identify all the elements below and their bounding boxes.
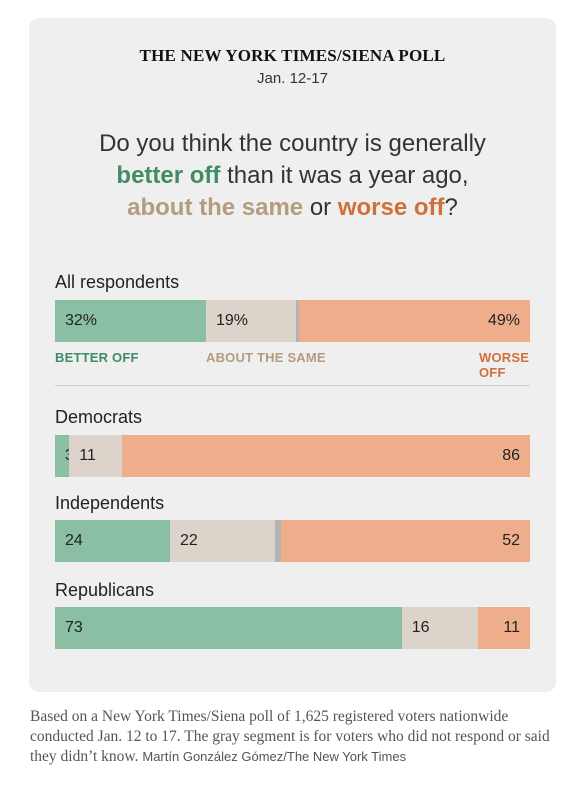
poll-masthead: THE NEW YORK TIMES/SIENA POLL [139, 46, 446, 65]
segment-better-off [55, 520, 171, 562]
question-line-2-rest: than it was a year ago, [220, 162, 469, 189]
segment-better-off [55, 300, 206, 342]
group-label-republicans: Republicans [55, 580, 155, 600]
question-line-3: about the same or worse off? [29, 192, 556, 224]
segment-about-same [401, 607, 478, 649]
value-label-about-same: 22 [180, 532, 198, 549]
value-label-better-off: 32% [65, 312, 98, 329]
segment-better-off [55, 435, 70, 477]
segment-no-answer [295, 300, 299, 342]
bar-independents: 24 22 52 [55, 520, 530, 562]
segment-worse-off [280, 520, 530, 562]
legend-better-off: BETTER OFF [55, 350, 139, 365]
about-same-phrase: about the same [127, 194, 304, 221]
bar-republicans: 73 16 11 [55, 607, 530, 649]
divider [55, 385, 530, 386]
group-label-all-respondents: All respondents [55, 272, 180, 292]
segment-about-same [205, 300, 296, 342]
value-label-worse-off: 86 [502, 447, 520, 464]
poll-dates: Jan. 12-17 [257, 70, 328, 87]
bar-democrats: 31186 [55, 435, 530, 477]
poll-question: Do you think the country is generally be… [29, 128, 556, 224]
value-label-better-off: 73 [65, 619, 83, 636]
photo-credit: Martín González Gómez/The New York Times [142, 749, 407, 764]
segment-worse-off [121, 435, 530, 477]
value-label-better-off: 24 [65, 532, 83, 549]
legend-worse-off: WORSE OFF [479, 350, 530, 380]
value-label-worse-off: 49% [487, 312, 520, 329]
segment-worse-off [298, 300, 530, 342]
value-label-about-same: 16 [411, 619, 430, 636]
legend-about-same: ABOUT THE SAME [206, 350, 326, 365]
footnote: Based on a New York Times/Siena poll of … [30, 707, 550, 767]
segment-better-off [55, 607, 402, 649]
group-label-independents: Independents [55, 493, 165, 513]
bar-all-respondents: 32% 19% 49% [55, 300, 530, 342]
chart-card: THE NEW YORK TIMES/SIENA POLL Jan. 12-17… [29, 18, 556, 692]
footnote-text: Based on a New York Times/Siena poll of … [30, 708, 550, 765]
question-line-2: better off than it was a year ago, [29, 160, 556, 192]
value-label-about-same: 11 [79, 447, 96, 464]
group-label-democrats: Democrats [55, 407, 143, 427]
segment-about-same [170, 520, 276, 562]
value-label-worse-off: 52 [502, 532, 520, 549]
segment-no-answer [275, 520, 281, 562]
segment-about-same [69, 435, 122, 477]
question-or: or [303, 194, 338, 221]
question-line-1: Do you think the country is generally [99, 130, 486, 157]
value-label-worse-off: 11 [503, 619, 520, 636]
worse-off-phrase: worse off [337, 194, 445, 221]
better-off-phrase: better off [116, 162, 221, 189]
segment-worse-off [477, 607, 530, 649]
question-end: ? [444, 194, 458, 221]
value-label-about-same: 19% [215, 312, 248, 329]
